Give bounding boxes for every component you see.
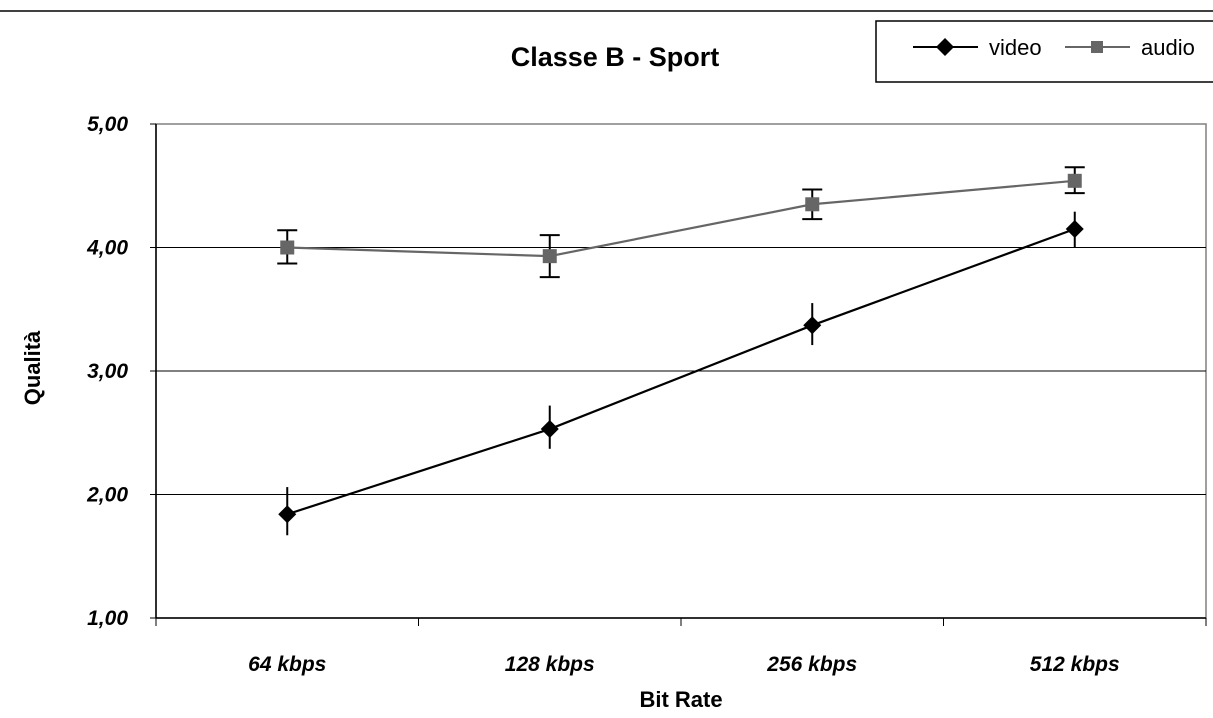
legend: video audio <box>875 20 1213 83</box>
data-point-video <box>278 505 297 524</box>
y-axis-label: Qualità <box>20 330 45 405</box>
y-tick-label: 3,00 <box>87 360 128 383</box>
legend-box <box>875 20 1213 83</box>
data-point-video <box>803 316 822 335</box>
data-point-audio <box>1067 173 1082 188</box>
y-tick-label: 4,00 <box>86 237 128 260</box>
data-point-video <box>540 420 559 439</box>
data-point-video <box>1065 219 1084 238</box>
x-tick-label: 64 kbps <box>248 653 326 676</box>
series-line-audio <box>287 179 1075 258</box>
data-point-audio <box>805 197 820 212</box>
y-tick-labels: 1,00 2,00 3,00 4,00 5,00 <box>86 113 128 630</box>
data-point-audio <box>280 240 295 255</box>
x-tick-labels: 64 kbps 128 kbps 256 kbps 512 kbps <box>248 653 1120 676</box>
data-point-audio <box>542 249 557 264</box>
legend-video-label: video <box>989 35 1042 60</box>
axes <box>150 123 1207 626</box>
y-tick-label: 5,00 <box>87 113 128 136</box>
x-tick-label: 256 kbps <box>766 653 857 676</box>
legend-audio-label: audio <box>1141 35 1195 60</box>
series <box>277 166 1085 536</box>
x-tick-label: 128 kbps <box>505 653 595 676</box>
grid-lines <box>156 247 1206 495</box>
chart-title: Classe B - Sport <box>511 42 720 72</box>
x-tick-label: 512 kbps <box>1030 653 1120 676</box>
y-tick-label: 1,00 <box>87 607 128 630</box>
y-tick-label: 2,00 <box>86 484 128 507</box>
series-line-video <box>286 227 1076 516</box>
x-axis-label: Bit Rate <box>639 687 722 712</box>
legend-audio-marker <box>1091 41 1103 53</box>
legend-video-marker <box>936 38 954 56</box>
